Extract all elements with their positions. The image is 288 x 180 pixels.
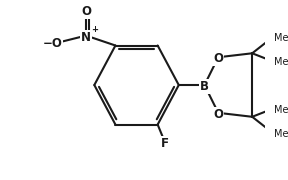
Text: −O: −O <box>42 37 62 50</box>
Text: B: B <box>200 80 209 93</box>
Text: Me: Me <box>274 33 288 43</box>
Text: F: F <box>161 137 169 150</box>
Text: N: N <box>81 31 91 44</box>
Text: Me: Me <box>274 57 288 67</box>
Text: Me: Me <box>274 129 288 139</box>
Text: O: O <box>81 5 91 18</box>
Text: O: O <box>213 52 223 65</box>
Text: O: O <box>213 108 223 121</box>
Text: Me: Me <box>274 105 288 115</box>
Text: +: + <box>92 25 98 34</box>
